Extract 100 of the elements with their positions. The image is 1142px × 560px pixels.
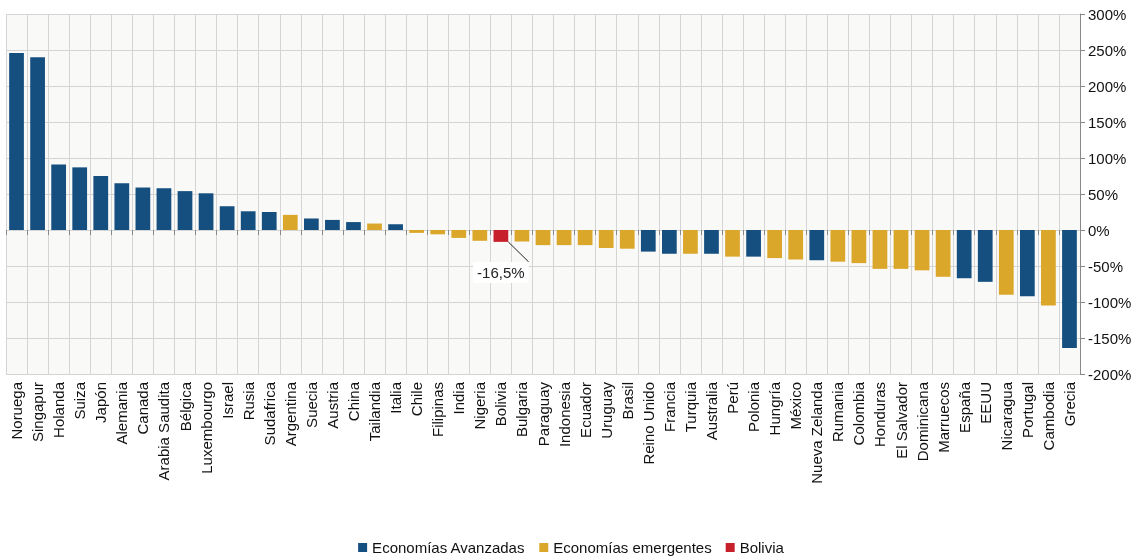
x-tick-label: Israel xyxy=(218,382,236,419)
y-tick-label: 250% xyxy=(1088,41,1127,59)
y-tick-label: 300% xyxy=(1088,5,1127,23)
x-tick-label: Francia xyxy=(660,381,678,433)
bar xyxy=(809,230,825,261)
bar xyxy=(51,164,67,230)
bar xyxy=(893,230,909,269)
y-tick-label: 50% xyxy=(1088,185,1119,203)
x-tick-label: Rusia xyxy=(239,381,257,421)
bar xyxy=(535,230,551,246)
y-tick-label: 200% xyxy=(1088,77,1127,95)
bar xyxy=(472,230,488,241)
x-tick-label: Honduras xyxy=(871,382,889,448)
x-tick-label: Tailandia xyxy=(366,381,384,442)
bar xyxy=(156,188,172,230)
legend-label: Economías emergentes xyxy=(553,539,712,556)
bar xyxy=(851,230,867,264)
bar xyxy=(261,212,277,230)
x-tick-label: Paraguay xyxy=(534,381,552,447)
bar xyxy=(9,52,24,230)
x-tick-label: Indonesia xyxy=(555,381,573,448)
x-tick-label: Marruecos xyxy=(934,382,952,453)
bar xyxy=(30,57,45,230)
x-tick-label: Chile xyxy=(408,382,426,417)
x-tick-label: Luxembourgo xyxy=(197,382,215,474)
bar xyxy=(977,230,993,282)
x-tick-label: Suiza xyxy=(71,381,89,420)
x-tick-label: Nigeria xyxy=(471,381,489,430)
x-tick-label: Filipinas xyxy=(429,382,447,438)
x-tick-label: Polonia xyxy=(745,381,763,433)
bar xyxy=(514,230,530,242)
x-tick-label: Italia xyxy=(387,381,405,414)
bar xyxy=(746,230,761,257)
bar xyxy=(704,230,719,254)
bar xyxy=(556,230,572,246)
bar xyxy=(325,219,340,230)
bar xyxy=(788,230,804,260)
bar xyxy=(872,230,888,269)
x-tick-label: España xyxy=(955,381,973,433)
bar xyxy=(998,230,1014,295)
y-tick-label: -150% xyxy=(1088,329,1132,347)
bar xyxy=(661,230,677,254)
x-tick-label: Brasil xyxy=(618,382,636,420)
bar xyxy=(619,230,635,249)
x-tick-label: Australia xyxy=(702,381,720,441)
x-tick-label: Japón xyxy=(92,382,110,423)
x-tick-label: China xyxy=(344,381,362,422)
bar xyxy=(303,218,319,230)
y-tick-label: 0% xyxy=(1088,221,1110,239)
bar xyxy=(598,230,614,248)
bar xyxy=(177,191,193,230)
x-tick-label: Singapur xyxy=(29,382,47,443)
bar xyxy=(93,176,109,230)
bar xyxy=(1041,230,1056,306)
bar xyxy=(935,230,951,277)
x-tick-label: Uruguay xyxy=(597,381,615,439)
bar xyxy=(240,211,256,230)
y-tick-label: -100% xyxy=(1088,293,1132,311)
bar xyxy=(640,230,656,252)
bar xyxy=(956,230,972,279)
x-tick-label: Turquia xyxy=(681,381,699,433)
x-tick-label: Alemania xyxy=(113,381,131,445)
bar xyxy=(135,187,151,230)
bar xyxy=(430,230,446,235)
bar xyxy=(725,230,740,257)
x-tick-label: Nueva Zelanda xyxy=(808,381,826,484)
x-tick-label: Argentina xyxy=(281,381,299,447)
y-tick-label: 150% xyxy=(1088,113,1127,131)
x-tick-label: Bolivia xyxy=(492,381,510,427)
x-tick-label: Canada xyxy=(134,381,152,435)
x-tick-label: México xyxy=(787,382,805,430)
x-tick-label: Perú xyxy=(724,382,742,414)
bar xyxy=(346,222,361,230)
x-tick-label: Grecia xyxy=(1060,381,1078,427)
bar xyxy=(72,167,88,230)
bar xyxy=(830,230,846,262)
bar xyxy=(767,230,783,259)
bar xyxy=(451,230,467,238)
x-tick-label: Portugal xyxy=(1018,382,1036,438)
legend-label: Bolivia xyxy=(739,539,785,556)
x-tick-label: Ecuador xyxy=(576,382,594,438)
x-tick-label: Colombia xyxy=(850,381,868,446)
bar xyxy=(282,214,298,230)
x-tick-label: EEUU xyxy=(976,382,994,424)
bar xyxy=(493,230,509,242)
bar xyxy=(683,230,698,254)
y-tick-label: -200% xyxy=(1088,365,1132,383)
y-tick-label: 100% xyxy=(1088,149,1127,167)
x-tick-label: Hungría xyxy=(766,381,784,436)
x-tick-label: Austria xyxy=(323,381,341,429)
bar xyxy=(1062,230,1077,349)
x-tick-label: Reino Unido xyxy=(639,382,657,465)
bar xyxy=(577,230,593,246)
bar xyxy=(1019,230,1035,297)
x-tick-label: Noruega xyxy=(8,381,26,440)
x-tick-label: Suecia xyxy=(302,381,320,428)
bar xyxy=(219,206,235,230)
x-tick-label: Bélgica xyxy=(176,381,194,432)
bar xyxy=(114,183,130,230)
x-tick-label: Holanda xyxy=(50,381,68,438)
